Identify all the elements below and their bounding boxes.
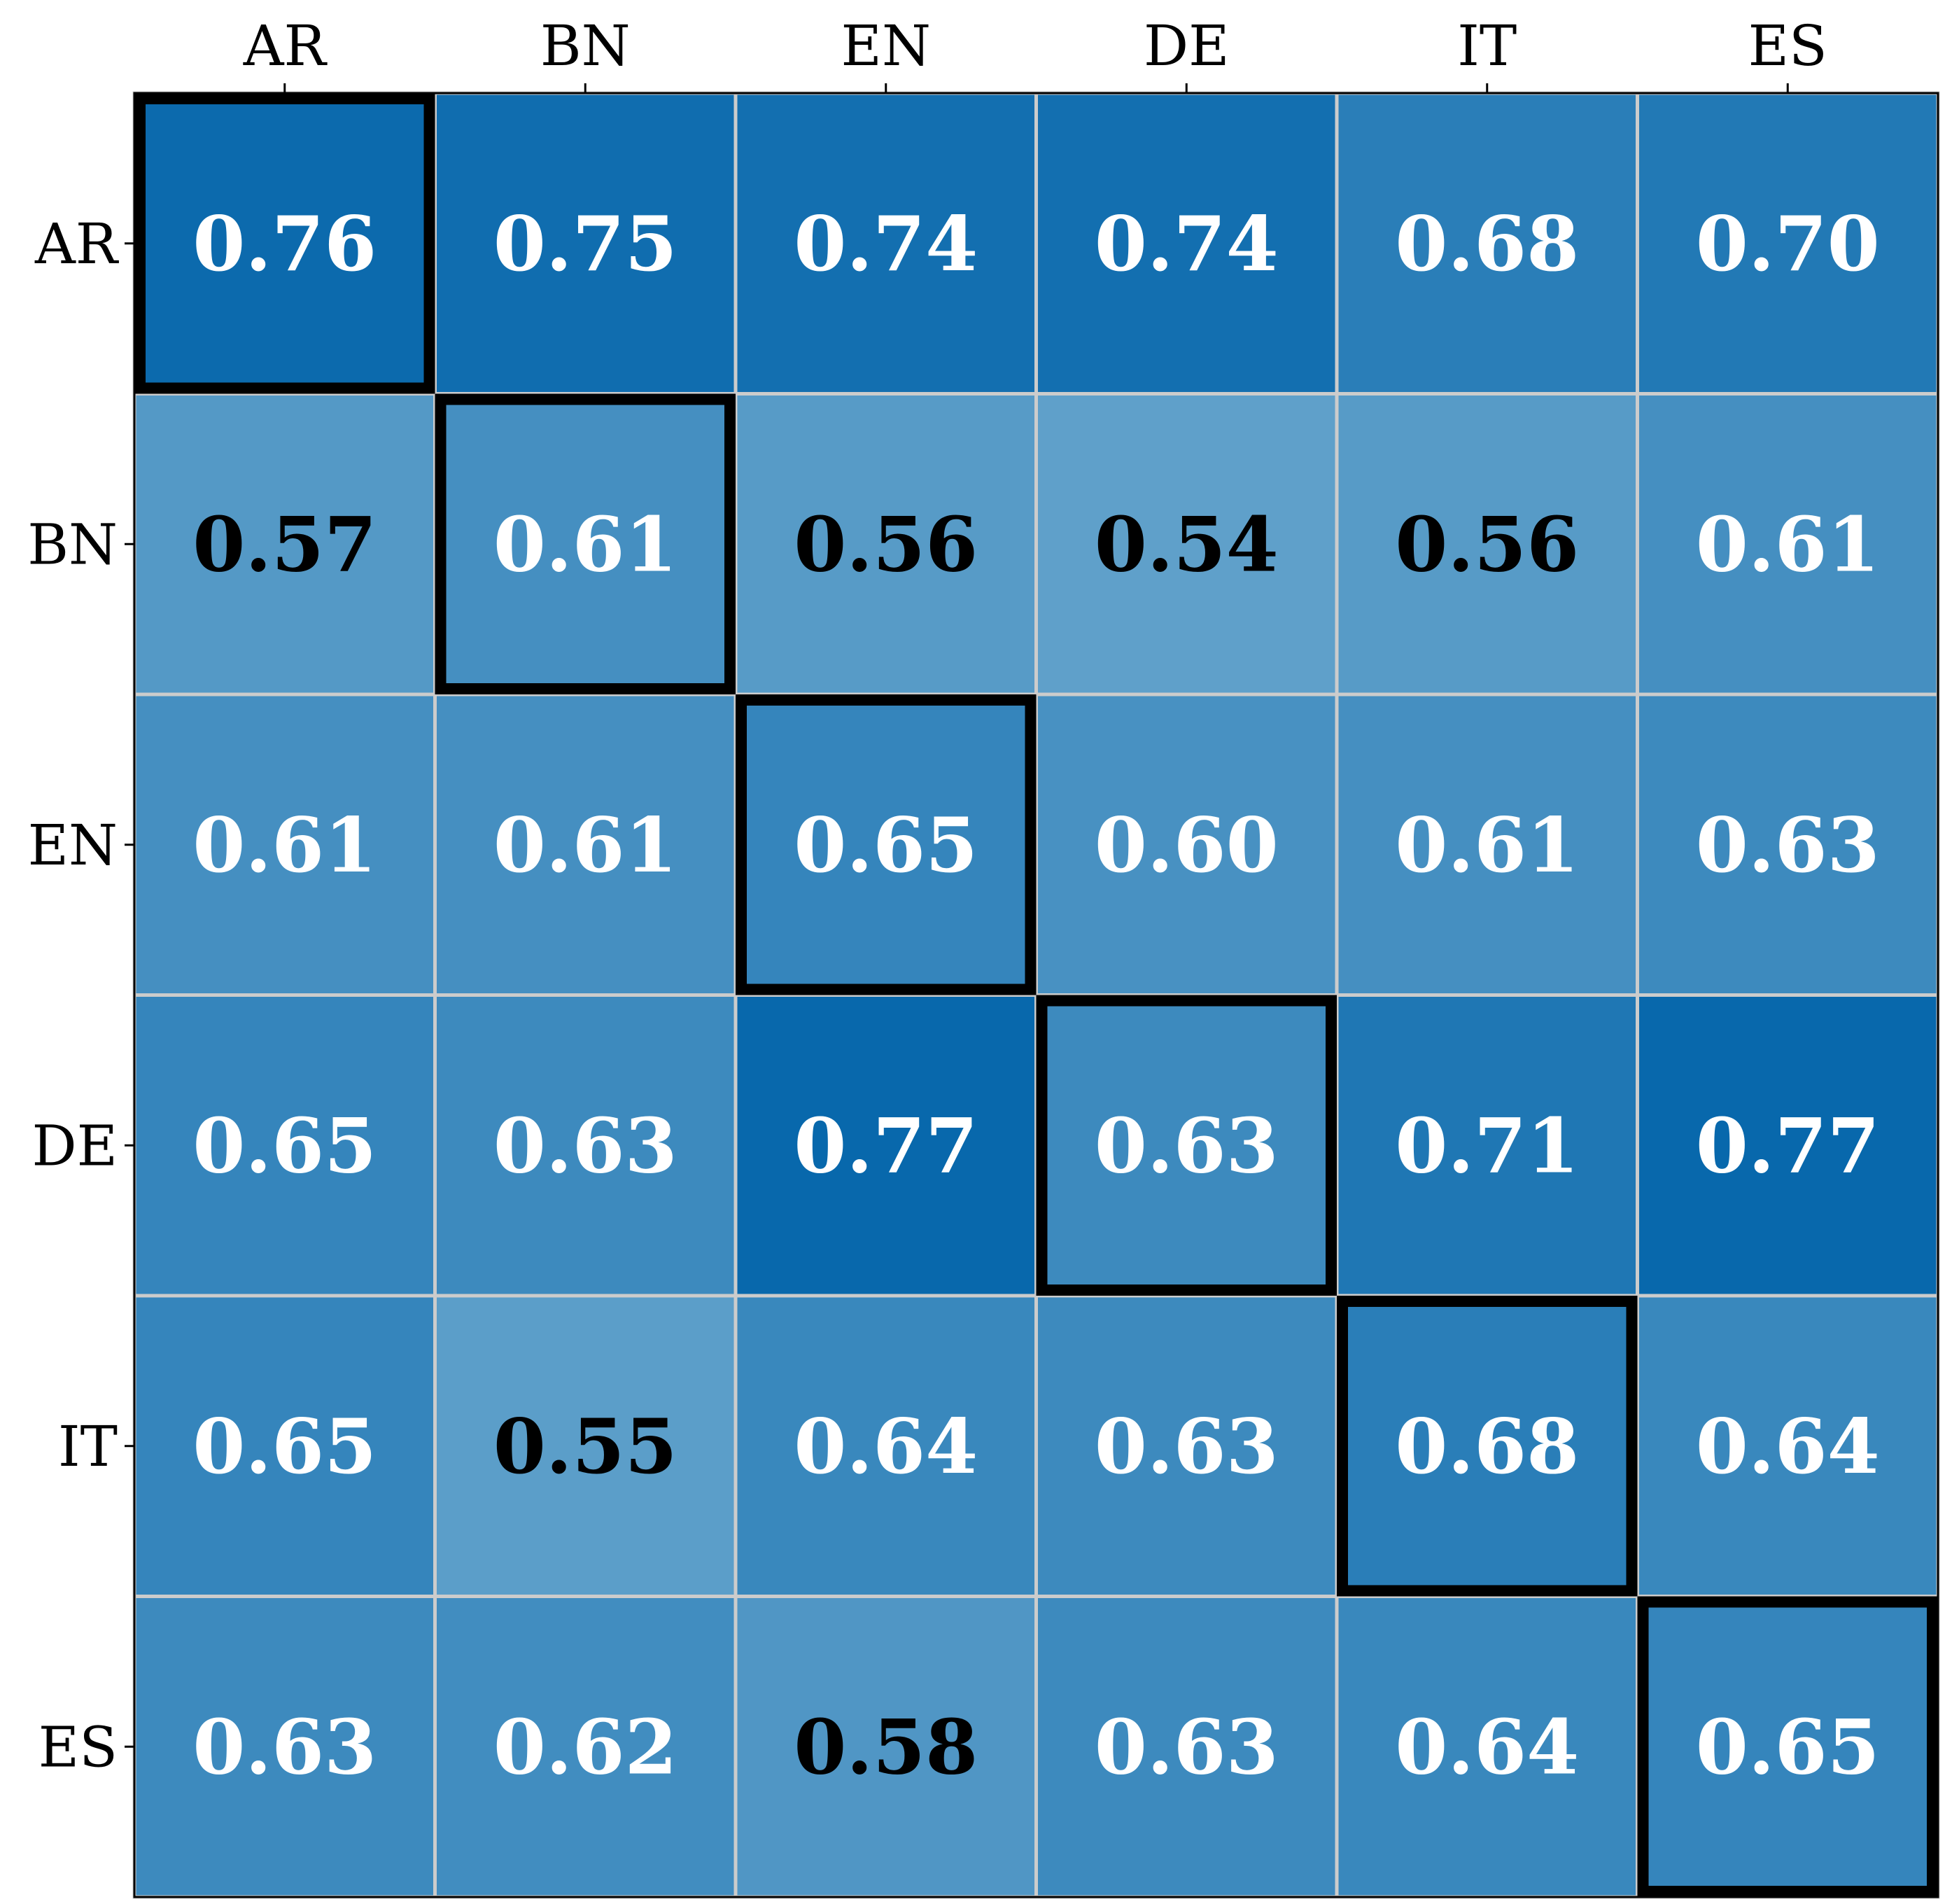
heatmap-cell bbox=[132, 993, 437, 1298]
x-tick-label: ES bbox=[1748, 13, 1827, 78]
cell-value-label: 0.65 bbox=[1696, 1703, 1880, 1791]
cell-value-label: 0.65 bbox=[192, 1403, 377, 1491]
cell-value-label: 0.70 bbox=[1696, 200, 1880, 288]
heatmap-cell bbox=[733, 993, 1038, 1298]
cell-value-label: 0.63 bbox=[1095, 1703, 1279, 1791]
cell-value-label: 0.63 bbox=[192, 1703, 377, 1791]
x-axis-ticks: AR BN EN DE IT ES bbox=[243, 13, 1827, 93]
heatmap-cell bbox=[1335, 993, 1639, 1298]
cell-value-label: 0.63 bbox=[493, 1102, 677, 1190]
y-tick-label: BN bbox=[27, 512, 118, 577]
cell-value-label: 0.63 bbox=[1095, 1102, 1279, 1190]
heatmap-cell bbox=[733, 1294, 1038, 1598]
heatmap-cell bbox=[132, 91, 437, 396]
heatmap-cell bbox=[1034, 392, 1339, 696]
diagonal-highlight-box bbox=[736, 694, 1037, 995]
heatmap-cell bbox=[1034, 1294, 1339, 1598]
heatmap-cell bbox=[1335, 692, 1639, 997]
heatmap-cell bbox=[1636, 1595, 1940, 1899]
cell-value-label: 0.68 bbox=[1395, 1403, 1579, 1491]
cell-value-label: 0.71 bbox=[1395, 1102, 1579, 1190]
heatmap-cell bbox=[1636, 692, 1940, 997]
cell-value-label: 0.63 bbox=[1095, 1403, 1279, 1491]
cell-value-label: 0.64 bbox=[794, 1403, 978, 1491]
heatmap-cell bbox=[1335, 1595, 1639, 1899]
cell-value-label: 0.77 bbox=[794, 1102, 978, 1190]
heatmap-cell bbox=[1335, 91, 1639, 396]
x-tick-label: DE bbox=[1144, 13, 1230, 78]
plot-frame bbox=[133, 92, 1939, 1898]
x-tick-label: IT bbox=[1457, 13, 1517, 78]
heatmap-cell bbox=[1034, 91, 1339, 396]
diagonal-highlight-box bbox=[1637, 1596, 1938, 1897]
heatmap-cell bbox=[1636, 392, 1940, 696]
diagonal-highlight-box bbox=[435, 393, 736, 694]
cell-value-label: 0.64 bbox=[1395, 1703, 1579, 1791]
cell-value-label: 0.75 bbox=[493, 200, 677, 288]
cell-value-label: 0.55 bbox=[493, 1403, 677, 1491]
cell-value-label: 0.74 bbox=[1095, 200, 1279, 288]
cell-value-label: 0.61 bbox=[493, 500, 677, 589]
x-tick-label: EN bbox=[841, 13, 931, 78]
y-tick-label: DE bbox=[31, 1113, 118, 1178]
cells-layer bbox=[132, 91, 1940, 1899]
cell-value-label: 0.68 bbox=[1395, 200, 1579, 288]
cell-value-label: 0.56 bbox=[1395, 500, 1579, 589]
diagonal-highlight-layer bbox=[134, 93, 1938, 1897]
heatmap-cell bbox=[433, 993, 738, 1298]
value-labels-layer: 0.76 0.75 0.74 0.74 0.68 0.70 0.57 0.61 0.56 0.54… bbox=[192, 200, 1880, 1792]
diagonal-highlight-box bbox=[134, 93, 435, 394]
cell-value-label: 0.61 bbox=[1696, 500, 1880, 589]
cell-value-label: 0.60 bbox=[1095, 802, 1279, 890]
cell-value-label: 0.77 bbox=[1696, 1102, 1880, 1190]
y-tick-label: AR bbox=[34, 211, 120, 276]
heatmap-cell bbox=[132, 1595, 437, 1899]
x-tick-label: BN bbox=[540, 13, 631, 78]
heatmap-cell bbox=[1335, 1294, 1639, 1598]
y-tick-label: IT bbox=[58, 1414, 118, 1479]
cell-value-label: 0.61 bbox=[1395, 802, 1579, 890]
cell-value-label: 0.62 bbox=[493, 1703, 677, 1791]
cell-value-label: 0.57 bbox=[192, 500, 377, 589]
cell-value-label: 0.54 bbox=[1095, 500, 1279, 589]
cell-value-label: 0.64 bbox=[1696, 1403, 1880, 1491]
cell-value-label: 0.65 bbox=[192, 1102, 377, 1190]
heatmap-cell bbox=[433, 91, 738, 396]
cell-value-label: 0.63 bbox=[1696, 802, 1880, 890]
y-tick-label: ES bbox=[38, 1714, 118, 1779]
y-axis-ticks: AR BN EN DE IT ES bbox=[27, 211, 134, 1779]
diagonal-highlight-box bbox=[1337, 1296, 1638, 1597]
y-tick-label: EN bbox=[28, 813, 118, 878]
heatmap-cell bbox=[132, 692, 437, 997]
diagonal-highlight-box bbox=[1036, 995, 1337, 1296]
cell-value-label: 0.74 bbox=[794, 200, 978, 288]
cell-value-label: 0.56 bbox=[794, 500, 978, 589]
heatmap-cell bbox=[132, 1294, 437, 1598]
cell-value-label: 0.58 bbox=[794, 1703, 978, 1791]
cell-value-label: 0.61 bbox=[493, 802, 677, 890]
cell-value-label: 0.65 bbox=[794, 802, 978, 890]
cell-value-label: 0.76 bbox=[192, 200, 377, 288]
heatmap-cell bbox=[1636, 91, 1940, 396]
cell-value-label: 0.61 bbox=[192, 802, 377, 890]
x-tick-label: AR bbox=[243, 13, 328, 78]
